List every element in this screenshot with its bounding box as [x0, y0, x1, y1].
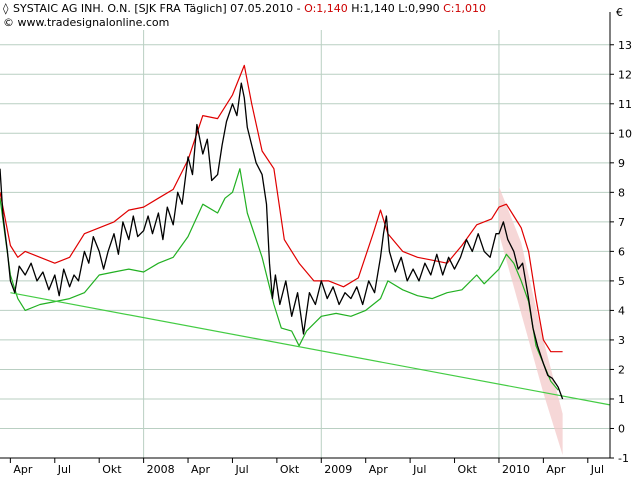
high-low-values: H:1,140 L:0,990 — [348, 2, 443, 15]
upper-band-line — [0, 64, 563, 353]
x-tick-label: Jul — [234, 463, 248, 476]
y-tick-label: 6 — [618, 245, 625, 258]
y-tick-label: 9 — [618, 157, 625, 170]
x-tick-label: Apr — [369, 463, 389, 476]
y-tick-label: 3 — [618, 334, 625, 347]
lower-band-line — [0, 168, 559, 391]
close-value: C:1,010 — [443, 2, 486, 15]
x-tick-label: Jul — [590, 463, 604, 476]
chart-header: ◊ SYSTAIC AG INH. O.N. [SJK FRA Täglich]… — [3, 2, 623, 29]
y-tick-label: 13 — [618, 39, 632, 52]
y-tick-label: 10 — [618, 127, 632, 140]
y-tick-label: 7 — [618, 216, 625, 229]
symbol-label: SYSTAIC AG INH. O.N. [SJK FRA Täglich] 0… — [13, 2, 304, 15]
open-value: O:1,140 — [304, 2, 348, 15]
x-tick-label: Okt — [458, 463, 478, 476]
x-tick-label: Okt — [280, 463, 300, 476]
y-tick-label: 1 — [618, 393, 625, 406]
diamond-icon: ◊ — [3, 2, 9, 15]
series-layer — [0, 64, 611, 406]
trendline — [10, 292, 611, 406]
x-tick-label: 2008 — [147, 463, 175, 476]
x-tick-label: 2010 — [502, 463, 530, 476]
y-tick-label: 2 — [618, 363, 625, 376]
x-tick-label: Apr — [13, 463, 33, 476]
copyright-text: © www.tradesignalonline.com — [3, 16, 169, 29]
y-tick-label: 11 — [618, 98, 632, 111]
y-tick-label: 5 — [618, 275, 625, 288]
grid-layer — [0, 30, 610, 459]
y-tick-label: 8 — [618, 186, 625, 199]
y-tick-label: 4 — [618, 304, 625, 317]
price-line — [0, 82, 564, 400]
currency-label: € — [616, 6, 623, 19]
x-tick-label: Jul — [57, 463, 71, 476]
y-tick-label: -1 — [618, 452, 629, 465]
x-tick-label: Apr — [191, 463, 211, 476]
x-tick-label: Jul — [412, 463, 426, 476]
x-tick-label: Okt — [102, 463, 122, 476]
chart-title: SYSTAIC AG INH. O.N. [SJK FRA Täglich] 0… — [13, 2, 486, 15]
x-tick-label: Apr — [546, 463, 566, 476]
x-tick-label: 2009 — [324, 463, 352, 476]
y-tick-label: 0 — [618, 422, 625, 435]
y-tick-label: 12 — [618, 68, 632, 81]
